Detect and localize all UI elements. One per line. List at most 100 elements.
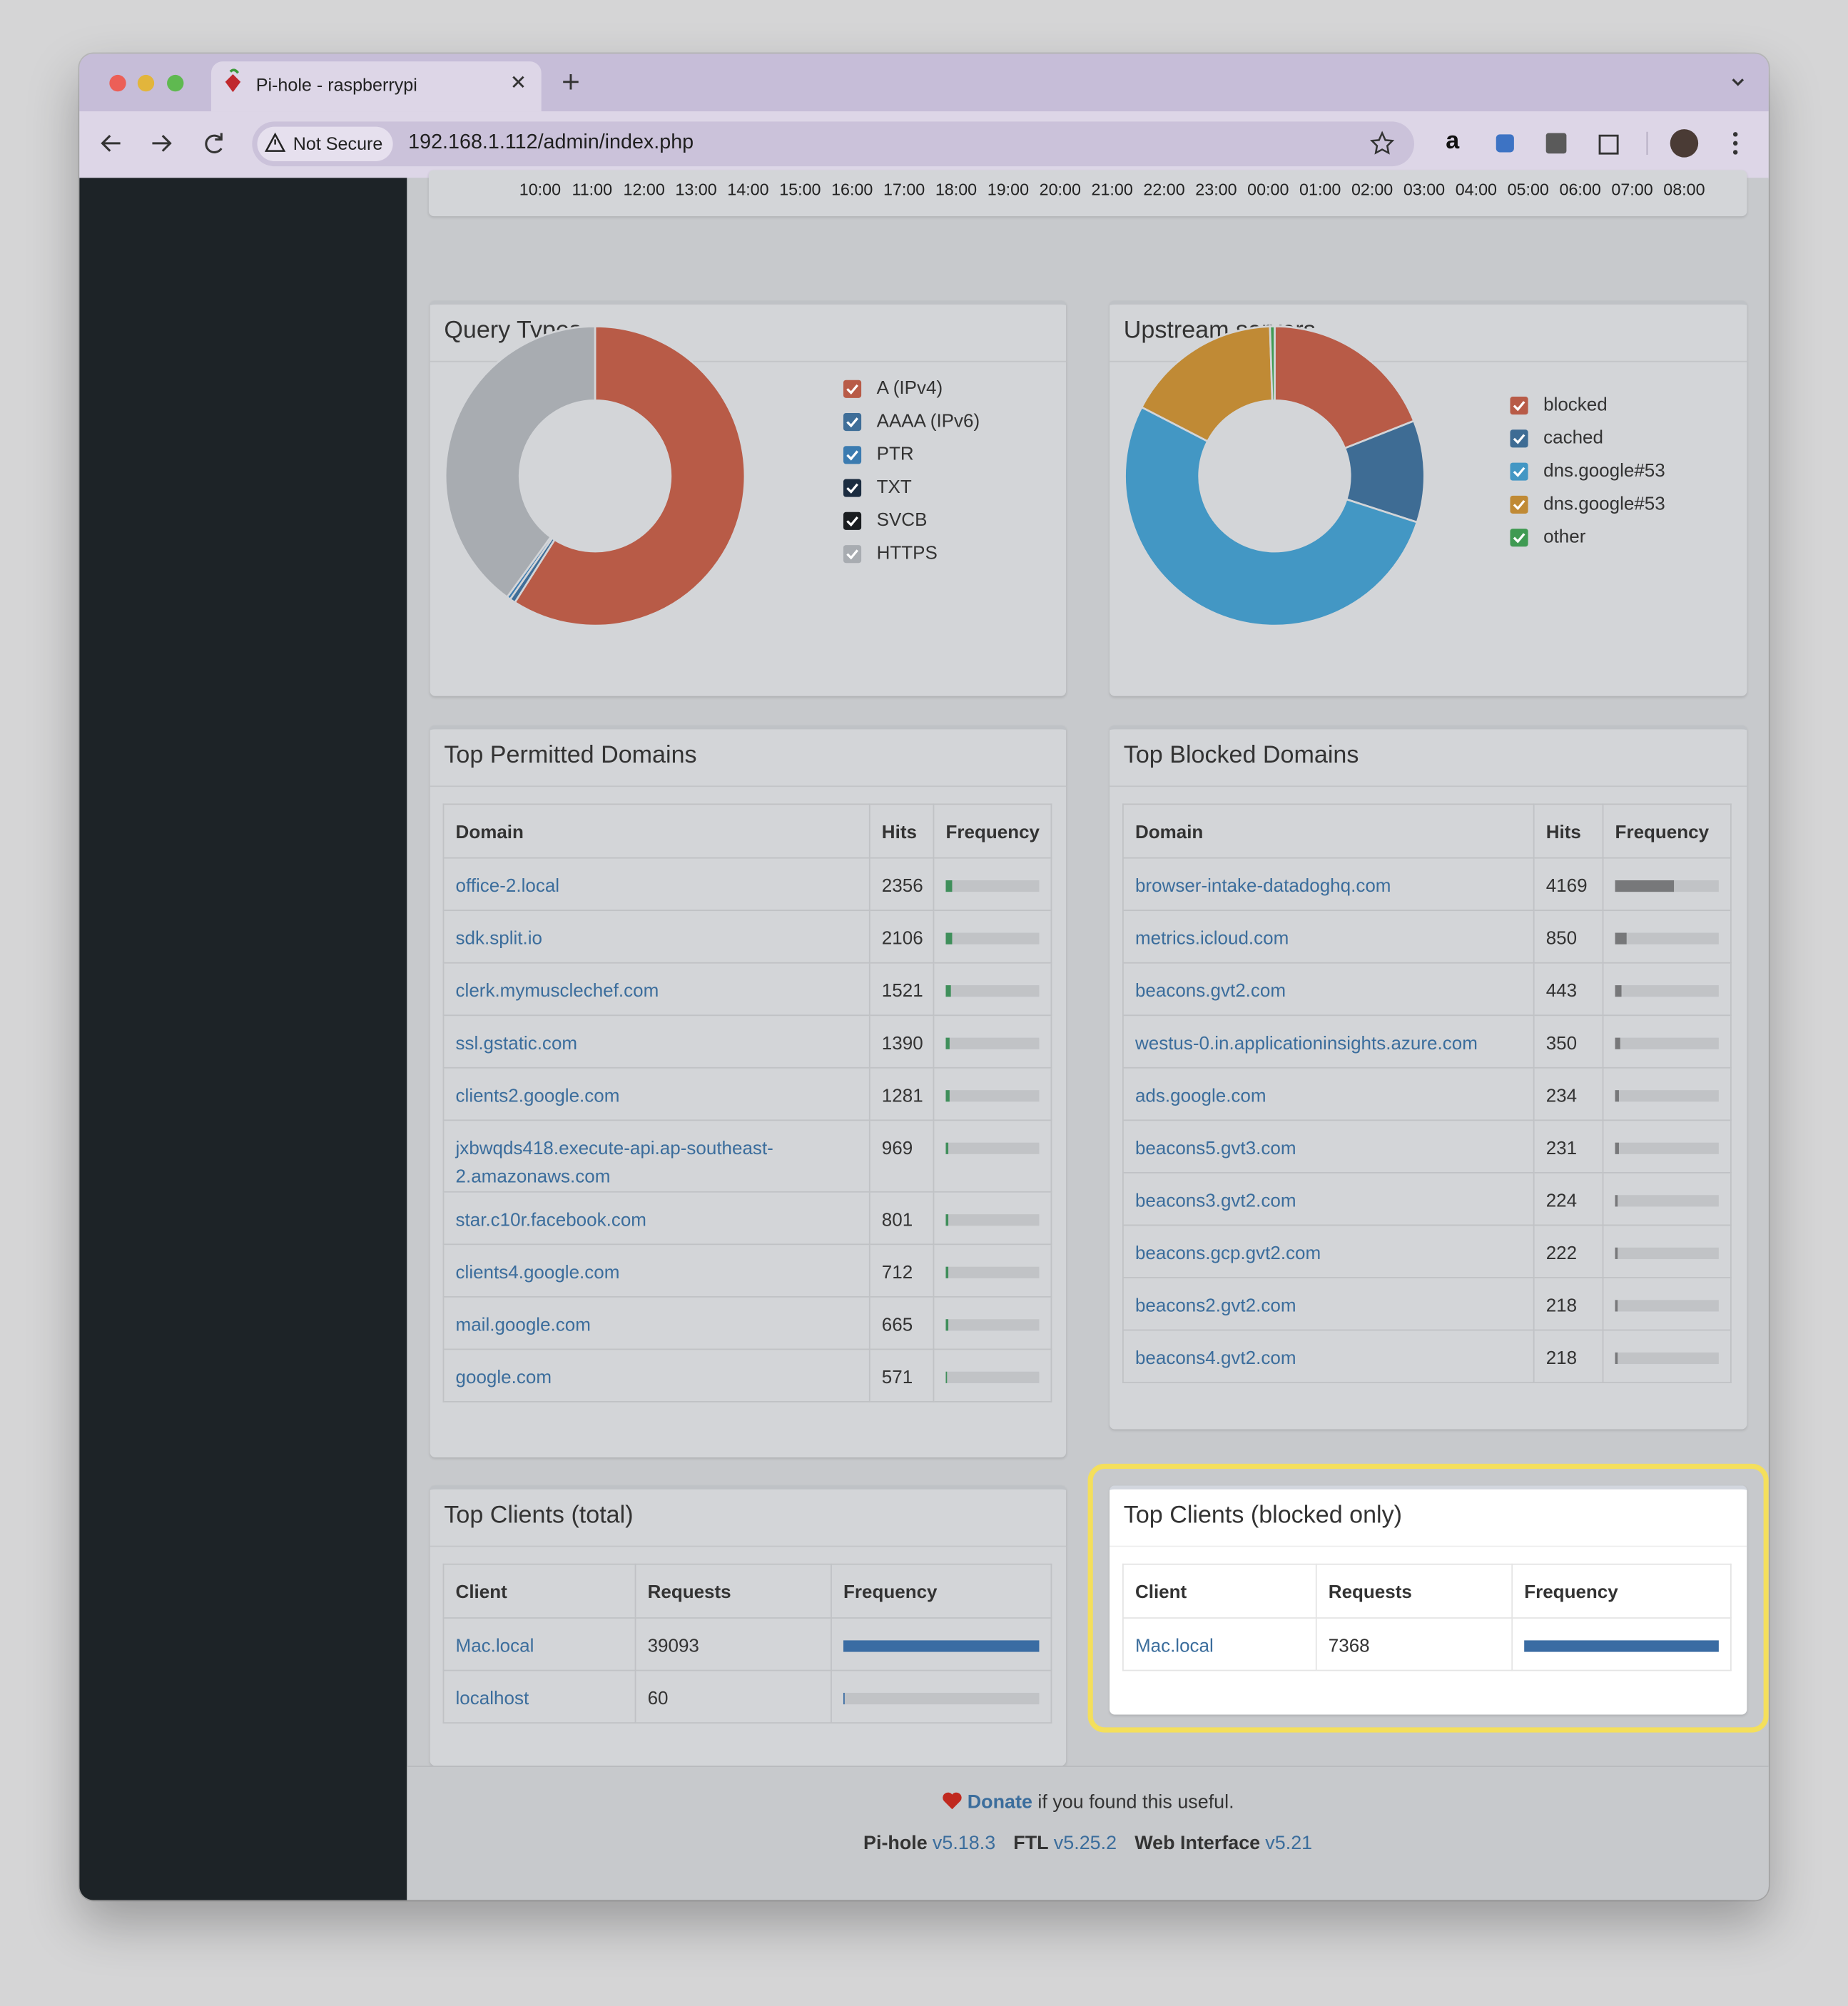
legend-label[interactable]: A (IPv4) — [877, 377, 943, 398]
reload-button[interactable] — [205, 133, 223, 153]
legend-label[interactable]: cached — [1543, 427, 1603, 448]
frequency-track — [1615, 880, 1719, 892]
domain-link[interactable]: ads.google.com — [1134, 1086, 1266, 1107]
donut-slice — [1269, 325, 1276, 402]
domain-link[interactable]: beacons.gcp.gvt2.com — [1134, 1243, 1321, 1265]
legend-swatch[interactable] — [1510, 397, 1528, 415]
column-header: Requests — [1315, 1563, 1513, 1619]
count-cell: 350 — [1533, 1014, 1604, 1069]
legend-swatch[interactable] — [1510, 429, 1528, 448]
legend-label[interactable]: other — [1543, 526, 1586, 547]
security-label: Not Secure — [293, 133, 383, 154]
minimize-button[interactable] — [137, 74, 155, 92]
legend-swatch[interactable] — [843, 511, 862, 530]
count-cell: 969 — [868, 1119, 935, 1193]
component-name: Pi-hole — [863, 1832, 928, 1854]
legend-swatch[interactable] — [843, 412, 862, 432]
bookmark-star[interactable] — [1369, 131, 1395, 155]
divider — [430, 1545, 1067, 1547]
domain-link[interactable]: clients4.google.com — [455, 1263, 620, 1284]
amazon-extension[interactable]: a — [1446, 127, 1460, 154]
x-tick-label: 20:00 — [1040, 180, 1081, 198]
frequency-bar — [843, 1692, 844, 1705]
version-link[interactable]: v5.21 — [1265, 1832, 1313, 1854]
legend-label[interactable]: dns.google#53 — [1543, 459, 1665, 481]
forward-button[interactable] — [152, 135, 172, 152]
address-bar[interactable]: Not Secure 192.168.1.112/admin/index.php — [252, 121, 1414, 167]
data-table: Client Requests Frequency Mac.local 7368 — [1122, 1563, 1732, 1671]
domain-link[interactable]: beacons3.gvt2.com — [1134, 1191, 1296, 1212]
domain-link[interactable]: Mac.local — [455, 1636, 534, 1657]
legend-label[interactable]: HTTPS — [877, 542, 938, 564]
legend-label[interactable]: SVCB — [877, 509, 928, 530]
frequency-track — [1615, 1037, 1719, 1049]
data-table: Domain Hits Frequency office-2.local 2356 sdk… — [442, 803, 1052, 1402]
extensions-menu[interactable] — [1598, 134, 1619, 155]
back-button[interactable] — [101, 135, 121, 152]
legend-check — [1513, 499, 1525, 511]
legend-label[interactable]: TXT — [877, 476, 912, 497]
legend-label[interactable]: PTR — [877, 443, 914, 464]
column-header: Frequency — [1511, 1563, 1732, 1619]
domain-link[interactable]: mail.google.com — [455, 1315, 591, 1336]
divider — [430, 360, 1067, 362]
domain-link[interactable]: localhost — [455, 1689, 529, 1710]
domain-link[interactable]: beacons4.gvt2.com — [1134, 1348, 1296, 1370]
domain-link[interactable]: clients2.google.com — [455, 1086, 620, 1107]
frequency-bar — [1615, 1300, 1618, 1312]
close-button[interactable] — [109, 74, 126, 92]
tab-search[interactable] — [1732, 78, 1745, 86]
legend-label[interactable]: blocked — [1543, 393, 1608, 414]
domain-link[interactable]: sdk.split.io — [455, 929, 542, 949]
frequency-bar — [945, 1266, 948, 1278]
version-link[interactable]: v5.18.3 — [932, 1832, 996, 1854]
domain-link[interactable]: Mac.local — [1134, 1636, 1214, 1657]
domain-link[interactable]: beacons.gvt2.com — [1134, 981, 1286, 1002]
legend-swatch[interactable] — [1510, 462, 1528, 481]
legend-swatch[interactable] — [843, 479, 862, 497]
domain-link[interactable]: clerk.mymusclechef.com — [455, 981, 659, 1002]
version-link[interactable]: v5.25.2 — [1053, 1832, 1117, 1854]
browser-tab[interactable]: Pi-hole - raspberrypi — [210, 61, 542, 112]
domain-link[interactable]: beacons2.gvt2.com — [1134, 1295, 1296, 1317]
frequency-track — [945, 880, 1040, 892]
frequency-bar — [945, 1142, 949, 1154]
domain-link[interactable]: westus-0.in.applicationinsights.azure.co… — [1134, 1034, 1478, 1054]
domain-link[interactable]: office-2.local — [455, 876, 560, 897]
name-cell: westus-0.in.applicationinsights.azure.co… — [1122, 1014, 1535, 1069]
tab-close[interactable] — [512, 76, 524, 88]
new-tab[interactable] — [563, 74, 579, 90]
legend-swatch[interactable] — [843, 545, 862, 564]
legend-swatch[interactable] — [1510, 529, 1528, 547]
x-tick-label: 19:00 — [988, 180, 1029, 198]
table-row: westus-0.in.applicationinsights.azure.co… — [1122, 1014, 1732, 1069]
domain-link[interactable]: jxbwqds418.execute-api.ap-southeast-2.am… — [455, 1139, 773, 1188]
legend-label[interactable]: AAAA (IPv6) — [877, 409, 980, 431]
profile-avatar[interactable] — [1670, 129, 1699, 158]
legend-swatch[interactable] — [843, 446, 862, 464]
donate-link[interactable]: Donate — [967, 1791, 1032, 1813]
domain-link[interactable]: ssl.gstatic.com — [455, 1034, 578, 1054]
divider — [1110, 1545, 1747, 1547]
frequency-track — [1615, 985, 1719, 997]
legend-swatch[interactable] — [1510, 495, 1528, 514]
count-cell: 1390 — [868, 1014, 935, 1069]
chrome-menu[interactable] — [1732, 132, 1738, 155]
maximize-button[interactable] — [167, 74, 184, 92]
legend-label[interactable]: dns.google#53 — [1543, 492, 1665, 514]
footer: Donate if you found this useful. Pi-hole… — [407, 1766, 1769, 1900]
domain-link[interactable]: star.c10r.facebook.com — [455, 1210, 646, 1231]
frequency-track — [945, 932, 1040, 945]
domain-link[interactable]: beacons5.gvt3.com — [1134, 1139, 1296, 1160]
column-header: Domain — [1122, 803, 1535, 859]
domain-link[interactable]: google.com — [455, 1368, 552, 1389]
x-tick-label: 16:00 — [831, 180, 873, 198]
domain-link[interactable]: metrics.icloud.com — [1134, 929, 1289, 949]
table-row: beacons2.gvt2.com 218 — [1122, 1277, 1732, 1331]
name-cell: mail.google.com — [442, 1295, 870, 1350]
todo-extension[interactable] — [1496, 134, 1514, 153]
legend-swatch[interactable] — [843, 380, 862, 398]
domain-link[interactable]: browser-intake-datadoghq.com — [1134, 876, 1391, 897]
k-extension[interactable] — [1545, 133, 1567, 154]
name-cell: beacons4.gvt2.com — [1122, 1329, 1535, 1383]
